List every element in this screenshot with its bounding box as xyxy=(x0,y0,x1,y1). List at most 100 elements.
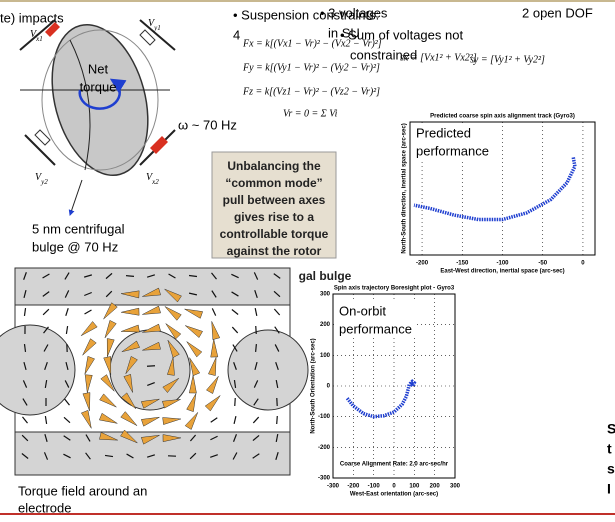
field-arrow xyxy=(275,433,279,443)
field-arrow xyxy=(23,343,27,353)
callout-text: Unbalancing the “common mode” pull betwe… xyxy=(220,159,352,283)
sub: y2 xyxy=(40,178,48,186)
field-arrow xyxy=(253,272,259,280)
x-axis-label: East-West direction, inertial space (arc… xyxy=(440,269,564,275)
equation: Fx = k[(Vx1 − Vr)² − (Vx2 − Vr)²] xyxy=(242,38,382,49)
field-arrow xyxy=(105,272,113,280)
field-arrow xyxy=(252,416,260,424)
field-arrow xyxy=(105,290,113,298)
sub: x1 xyxy=(35,35,43,43)
field-arrow xyxy=(84,309,92,315)
y-tick-label: -200 xyxy=(318,445,331,451)
field-arrow xyxy=(80,321,98,337)
field-arrow xyxy=(84,355,95,375)
callout-box xyxy=(211,151,337,259)
field-arrow xyxy=(23,361,27,371)
sub: x2 xyxy=(151,178,159,186)
callout-line: gal bulge xyxy=(299,269,352,283)
field-arrow xyxy=(254,361,258,371)
field-arrow xyxy=(103,356,112,375)
x-tick-label: -200 xyxy=(347,484,360,490)
y-tick-label: 0 xyxy=(327,384,331,390)
field-arrow xyxy=(125,275,135,277)
equation: Fy = k[(Vy1 − Vr)² − (Vy2 − Vr)²] xyxy=(242,62,380,73)
field-arrow xyxy=(44,415,48,425)
x-tick-label: 200 xyxy=(430,484,441,490)
field-arrow xyxy=(83,274,93,278)
field-arrow xyxy=(273,308,281,316)
field-arrow xyxy=(43,344,49,352)
field-arrow xyxy=(126,453,134,459)
field-arrow xyxy=(106,338,115,357)
field-arrow xyxy=(233,415,237,425)
field-arrow xyxy=(64,380,70,388)
equation: sx = [Vx1² + Vx2²] xyxy=(400,52,477,63)
field-arrow xyxy=(162,434,182,443)
field-arrow xyxy=(211,290,217,298)
field-arrow xyxy=(186,341,203,358)
plot-label: Predicted xyxy=(416,125,471,140)
field-arrow xyxy=(164,306,182,321)
field-arrow xyxy=(254,307,258,317)
electrode-label: Vx1 xyxy=(30,29,43,42)
field-arrow xyxy=(84,291,92,297)
field-arrow xyxy=(120,290,140,299)
field-arrow xyxy=(231,273,239,279)
field-caption: electrode xyxy=(18,500,71,515)
net-torque: torque xyxy=(80,79,117,94)
field-arrow xyxy=(103,302,118,320)
bulge: bulge @ 70 Hz xyxy=(32,239,118,254)
x-axis-label: West-East orientation (arc-sec) xyxy=(350,492,438,498)
trajectory xyxy=(413,157,577,222)
callout-line: against the rotor xyxy=(227,244,322,258)
x-tick-label: 300 xyxy=(450,484,461,490)
field-arrow xyxy=(104,454,114,458)
field-arrow xyxy=(184,308,204,319)
field-arrow xyxy=(63,416,71,424)
field-arrow xyxy=(162,377,180,393)
field-arrow xyxy=(188,374,197,394)
callout-line: controllable torque xyxy=(220,227,329,241)
field-arrow xyxy=(164,288,182,303)
edge-text: S t s I xyxy=(607,421,615,497)
field-arrow xyxy=(42,273,50,279)
field-arrow xyxy=(211,308,217,316)
equation: Vr = 0 = Σ Vi xyxy=(283,108,338,119)
field-arrow xyxy=(142,305,161,315)
field-arrow xyxy=(275,362,279,370)
y-tick-label: -300 xyxy=(318,476,331,482)
field-arrow xyxy=(64,398,70,406)
x-tick-label: 100 xyxy=(409,484,420,490)
plot-label: On-orbit xyxy=(339,303,386,318)
sub: y1 xyxy=(153,24,161,32)
field-arrow xyxy=(185,325,203,338)
field-arrow xyxy=(162,417,182,425)
impacts-text: te) impacts xyxy=(0,10,64,25)
field-arrow xyxy=(23,307,27,317)
field-arrow xyxy=(85,434,91,442)
field-arrow xyxy=(22,416,28,424)
field-arrow xyxy=(44,379,48,389)
field-arrow xyxy=(276,415,278,425)
field-arrow xyxy=(142,287,161,297)
callout-line: Unbalancing the xyxy=(227,159,321,173)
field-arrow xyxy=(233,362,237,370)
torque-field xyxy=(0,267,309,476)
field-arrow xyxy=(255,343,257,353)
field-arrow xyxy=(275,379,279,389)
x-tick-label: 0 xyxy=(581,261,585,267)
field-arrow xyxy=(123,373,134,393)
y-tick-label: -100 xyxy=(318,414,331,420)
edge-letter: t xyxy=(607,441,612,457)
field-arrow xyxy=(98,412,118,424)
field-arrow xyxy=(273,273,281,279)
field-arrow xyxy=(189,357,201,377)
field-arrow xyxy=(231,326,239,334)
field-arrow xyxy=(253,398,259,406)
omega: ω ~ 70 Hz xyxy=(178,117,237,132)
field-arrow xyxy=(82,392,91,411)
field-arrow xyxy=(65,325,69,335)
field-arrow xyxy=(208,357,217,376)
x-tick-label: 0 xyxy=(392,484,396,490)
